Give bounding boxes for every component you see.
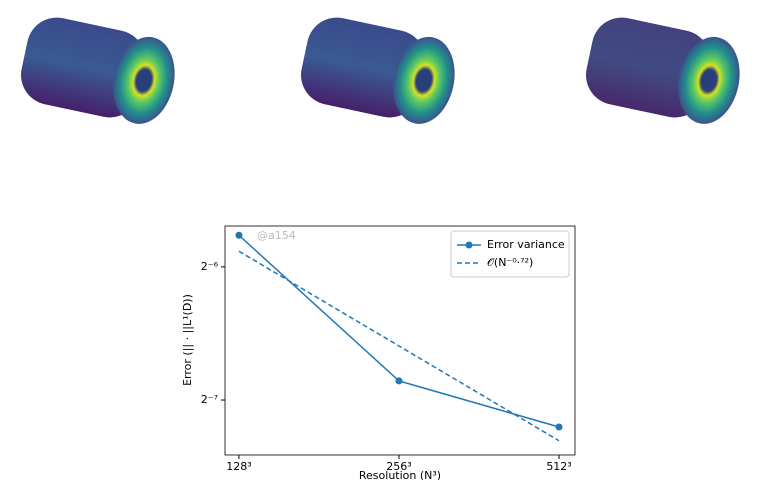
x-tick-label: 256³ (386, 460, 411, 473)
x-axis-label: Resolution (N³) (359, 469, 441, 480)
legend-label: 𝒪(N⁻⁰·⁷²) (487, 256, 533, 269)
plot-frame (224, 225, 576, 456)
y-tick-label: 2⁻⁷ (201, 393, 218, 406)
data-point (235, 231, 243, 239)
volume-renderings (21, 17, 740, 124)
volume-render (21, 17, 175, 124)
legend-label: Error variance (487, 238, 565, 251)
data-point (555, 423, 563, 431)
legend-marker (465, 241, 473, 249)
x-tick-label: 128³ (226, 460, 251, 473)
y-axis-label: Error (|| · ||L¹(D)) (181, 294, 194, 386)
legend-box (450, 230, 570, 278)
data-point (395, 377, 403, 385)
x-tick-label: 512³ (546, 460, 571, 473)
series-line (238, 250, 560, 442)
volume-render (586, 17, 740, 124)
volume-render (301, 17, 455, 124)
y-tick-label: 2⁻⁶ (201, 260, 219, 273)
chart: @a154 Resolution (N³) Error (|| · ||L¹(D… (181, 225, 576, 480)
watermark: @a154 (257, 229, 296, 242)
